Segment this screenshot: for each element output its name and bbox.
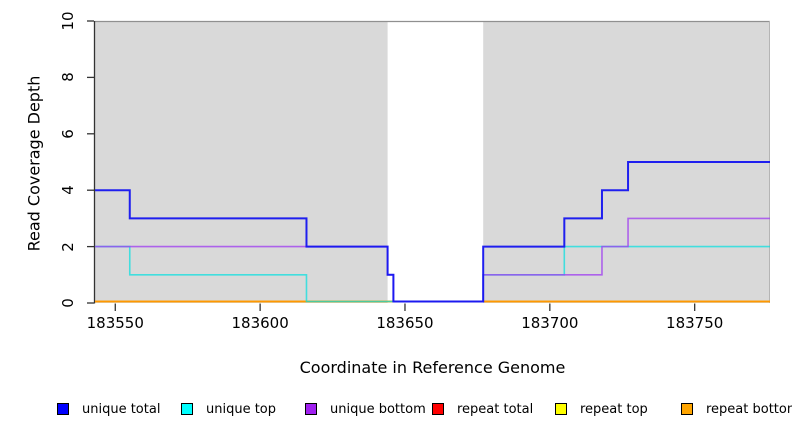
legend-swatch-unique-bottom <box>305 403 317 415</box>
legend-label: unique total <box>82 401 161 417</box>
x-tick-label: 183550 <box>86 314 144 332</box>
legend-label: unique bottom <box>330 401 426 417</box>
legend-item-repeat-top: repeat top <box>555 399 648 419</box>
legend-item-repeat-bottom: repeat bottom <box>681 399 792 419</box>
legend-label: repeat bottom <box>706 401 792 417</box>
y-tick-label: 4 <box>59 185 77 195</box>
x-tick-label: 183700 <box>521 314 579 332</box>
legend-item-unique-top: unique top <box>181 399 276 419</box>
x-tick-label: 183750 <box>666 314 724 332</box>
legend-label: repeat total <box>457 401 534 417</box>
y-tick-label: 6 <box>59 129 77 139</box>
shaded-region <box>95 21 388 303</box>
legend-item-repeat-total: repeat total <box>432 399 533 419</box>
legend-swatch-repeat-bottom <box>681 403 693 415</box>
legend-label: unique top <box>206 401 277 417</box>
legend-swatch-repeat-total <box>432 403 444 415</box>
legend-label: repeat top <box>580 401 648 417</box>
legend-item-unique-total: unique total <box>57 399 160 419</box>
y-tick-label: 8 <box>59 72 77 83</box>
legend-item-unique-bottom: unique bottom <box>305 399 426 419</box>
x-tick-label: 183600 <box>231 314 289 332</box>
y-axis-title: Read Coverage Depth <box>24 75 44 252</box>
series-line-unique-total <box>95 161 770 303</box>
legend-swatch-unique-top <box>181 403 193 415</box>
y-tick-label: 0 <box>59 298 77 308</box>
x-axis-title: Coordinate in Reference Genome <box>299 358 566 377</box>
y-tick-label: 10 <box>59 11 77 31</box>
legend-swatch-repeat-top <box>555 403 567 415</box>
y-tick-label: 2 <box>59 241 77 252</box>
legend-swatch-unique-total <box>57 403 69 415</box>
x-tick-label: 183650 <box>376 314 434 332</box>
legend: unique total unique top unique bottom repea… <box>0 399 792 421</box>
